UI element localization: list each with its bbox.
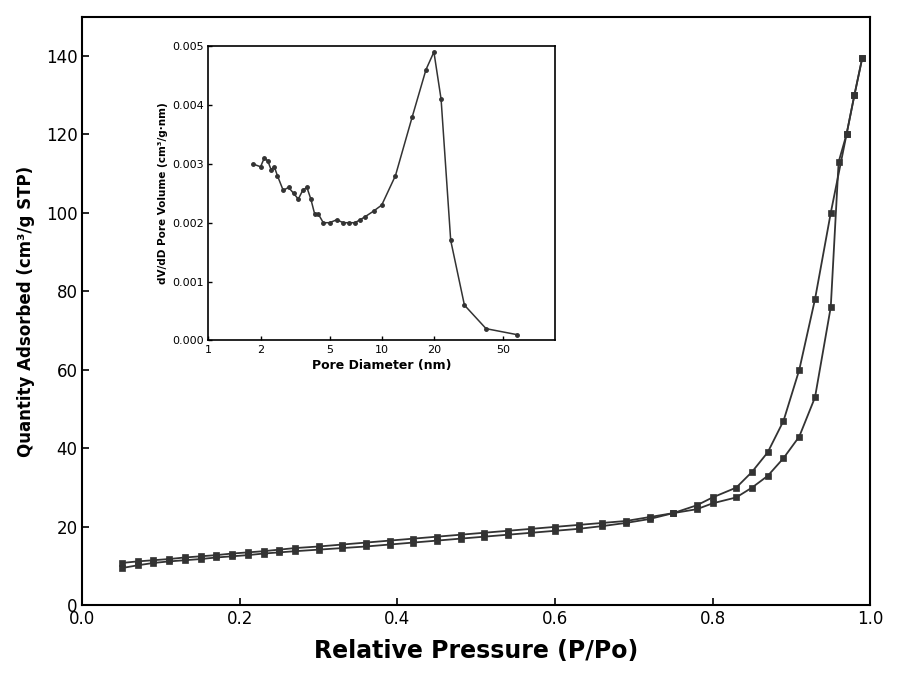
- Y-axis label: Quantity Adsorbed (cm³/g STP): Quantity Adsorbed (cm³/g STP): [17, 165, 35, 456]
- X-axis label: Relative Pressure (P/Po): Relative Pressure (P/Po): [314, 639, 638, 663]
